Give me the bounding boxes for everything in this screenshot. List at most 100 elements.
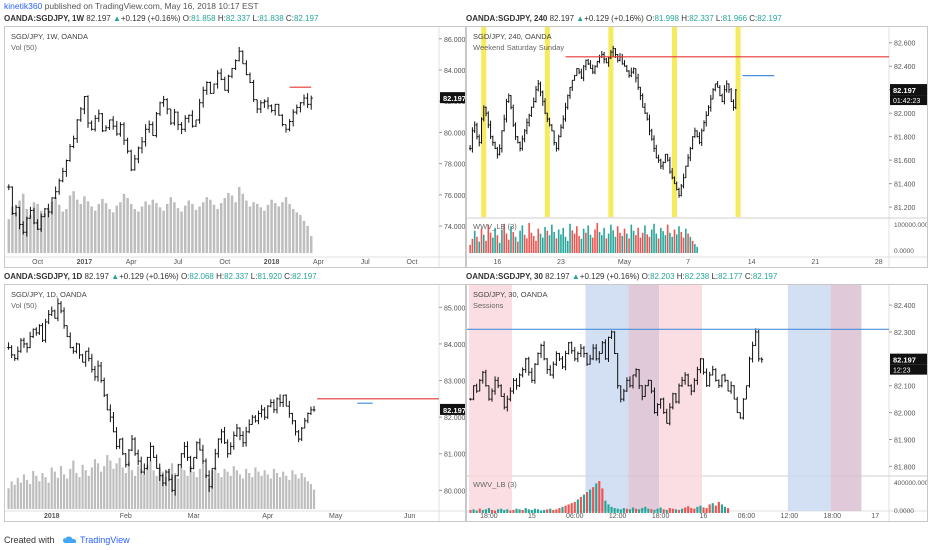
ohlc-bar bbox=[646, 379, 650, 387]
ohlc-bar bbox=[714, 83, 717, 92]
ohlc-bar bbox=[484, 369, 488, 387]
ohlc-bar bbox=[478, 134, 481, 147]
wwv-bar bbox=[589, 489, 592, 513]
ohlc-bar bbox=[165, 98, 169, 115]
low-value: 81.920 bbox=[257, 272, 282, 281]
ohlc-bar bbox=[682, 173, 685, 189]
wwv-bar bbox=[469, 509, 472, 513]
wwv-bar bbox=[546, 230, 549, 253]
ohlc-bar bbox=[687, 154, 690, 167]
volume-bar bbox=[43, 213, 47, 253]
x-tick-label: 28 bbox=[875, 259, 883, 266]
ohlc-bar bbox=[738, 412, 742, 419]
volume-bar bbox=[273, 203, 277, 253]
volume-bar bbox=[7, 488, 10, 509]
x-tick-label: 12:00 bbox=[609, 513, 627, 520]
wwv-bar bbox=[650, 509, 653, 513]
wwv-bar bbox=[509, 510, 512, 513]
ohlc-bar bbox=[578, 68, 581, 75]
wwv-bar bbox=[553, 231, 555, 253]
volume-bar bbox=[251, 477, 254, 509]
volume-bar bbox=[115, 463, 118, 509]
ohlc-bar bbox=[189, 455, 192, 473]
symbol-label[interactable]: OANDA:SGDJPY, 1W bbox=[4, 14, 85, 23]
ohlc-bar bbox=[596, 60, 599, 68]
volume-bar bbox=[284, 197, 288, 253]
ohlc-bar bbox=[215, 70, 220, 89]
chart-panel-h4[interactable]: 82.60082.40082.20082.00081.80081.60081.4… bbox=[466, 26, 928, 268]
volume-bar bbox=[38, 481, 41, 509]
volume-bar bbox=[130, 470, 134, 509]
ohlc-bar bbox=[295, 104, 299, 115]
wwv-bar bbox=[657, 238, 660, 253]
wwv-bar bbox=[671, 236, 673, 253]
wwv-bar bbox=[564, 505, 567, 513]
wwv-bar bbox=[519, 230, 521, 253]
volume-bar bbox=[16, 477, 19, 509]
symbol-label[interactable]: OANDA:SGDJPY, 240 bbox=[466, 14, 548, 23]
wwv-bar bbox=[528, 223, 530, 253]
ohlc-bar bbox=[657, 154, 660, 163]
volume-bar bbox=[306, 481, 309, 509]
ohlc-bar bbox=[90, 353, 94, 373]
ohlc-bar bbox=[705, 111, 708, 127]
volume-bar bbox=[87, 475, 90, 509]
volume-bar bbox=[194, 209, 198, 253]
wwv-bar bbox=[660, 227, 662, 253]
wwv-bar bbox=[555, 509, 558, 513]
ohlc-bar bbox=[631, 374, 635, 389]
chart-panel-m30[interactable]: 82.400 82.300 82.100 82.000 81.900 81.800 4000… bbox=[466, 284, 928, 522]
chart-panel-weekly[interactable]: 86.00084.00082.00080.00078.00076.00074.0… bbox=[4, 26, 466, 268]
ohlc-bar bbox=[502, 393, 506, 410]
ohlc-bar bbox=[475, 122, 478, 140]
volume-bar bbox=[229, 475, 232, 509]
volume-bar bbox=[235, 470, 238, 509]
volume-bar bbox=[195, 477, 198, 509]
ohlc-bar bbox=[75, 119, 79, 143]
volume-bar bbox=[312, 489, 316, 509]
ohlc-bar bbox=[557, 134, 560, 151]
ohlc-bar bbox=[235, 423, 239, 437]
volume-bar bbox=[124, 473, 127, 509]
ohlc-bar bbox=[212, 83, 216, 94]
wwv-bar bbox=[723, 506, 727, 513]
wwv-bar bbox=[639, 237, 642, 253]
ohlc-bar bbox=[566, 94, 569, 110]
volume-bar bbox=[69, 468, 72, 509]
ohlc-bar bbox=[621, 53, 624, 65]
wwv-bar bbox=[680, 508, 684, 513]
ohlc-bar bbox=[35, 219, 40, 231]
volume-bar bbox=[252, 202, 255, 253]
ohlc-bar bbox=[34, 327, 38, 336]
publisher-link[interactable]: kinetik360 bbox=[4, 1, 43, 11]
x-tick-label: Apr bbox=[262, 513, 274, 520]
ohlc-bar bbox=[551, 361, 555, 379]
wwv-bar bbox=[523, 234, 526, 253]
ohlc-bar bbox=[62, 307, 66, 329]
ohlc-bar bbox=[472, 385, 475, 401]
symbol-label[interactable]: OANDA:SGDJPY, 30 bbox=[466, 272, 543, 281]
chart-panel-daily[interactable]: 85.000 84.000 83.000 82.000 81.000 80.000 82.1… bbox=[4, 284, 466, 522]
ohlc-bar bbox=[226, 439, 230, 458]
volume-bar bbox=[146, 464, 149, 509]
volume-bar bbox=[164, 477, 167, 509]
volume-bar bbox=[158, 467, 161, 509]
ohlc-bar bbox=[576, 351, 580, 363]
ohlc-bar bbox=[482, 105, 485, 122]
ohlc-bar bbox=[548, 365, 552, 376]
volume-bar bbox=[198, 206, 201, 253]
wwv-bar bbox=[578, 235, 580, 253]
volume-bar bbox=[266, 474, 269, 509]
wwv-bar bbox=[560, 234, 562, 253]
volume-bar bbox=[187, 200, 191, 253]
tradingview-link[interactable]: TradingView bbox=[80, 535, 130, 545]
volume-bar bbox=[309, 484, 313, 509]
ohlc-bar bbox=[297, 430, 300, 443]
ohlc-bar bbox=[575, 68, 578, 77]
volume-bar bbox=[7, 219, 11, 253]
x-tick-label: Oct bbox=[407, 259, 418, 266]
ohlc-bar bbox=[266, 405, 270, 419]
symbol-label[interactable]: OANDA:SGDJPY, 1D bbox=[4, 272, 83, 281]
wwv-bar bbox=[689, 236, 692, 253]
ohlc-bar bbox=[207, 470, 211, 492]
